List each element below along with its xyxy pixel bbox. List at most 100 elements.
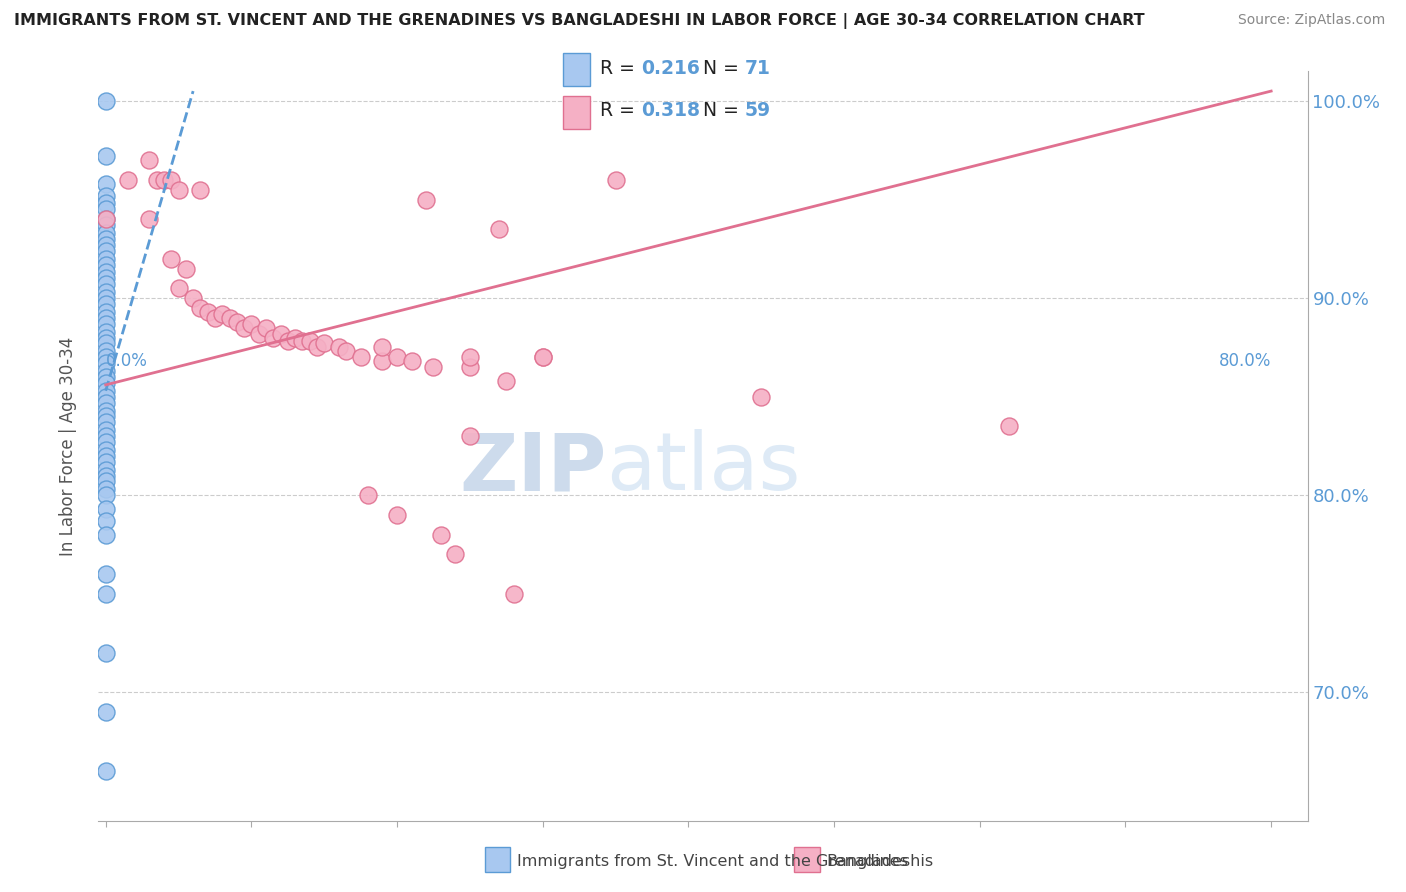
Text: 0.0%: 0.0% <box>105 352 148 370</box>
Text: 80.0%: 80.0% <box>1219 352 1271 370</box>
Point <box>181 291 204 305</box>
Point <box>94 356 117 370</box>
Point <box>94 423 117 437</box>
Point <box>94 265 117 279</box>
Point <box>94 468 117 483</box>
Point <box>357 488 380 502</box>
Point <box>502 587 524 601</box>
Point <box>94 196 117 211</box>
Point <box>94 305 117 319</box>
Point <box>94 429 117 443</box>
Point <box>167 281 190 295</box>
Point <box>94 212 117 227</box>
Point <box>385 351 408 365</box>
Point <box>94 94 117 108</box>
Point <box>94 567 117 582</box>
Point <box>174 261 197 276</box>
Point <box>94 475 117 489</box>
Point <box>94 488 117 502</box>
Point <box>190 301 212 315</box>
Text: Bangladeshis: Bangladeshis <box>827 855 934 869</box>
Point <box>94 310 117 325</box>
Point <box>495 374 517 388</box>
Point <box>160 252 183 266</box>
Point <box>371 340 394 354</box>
Point <box>94 238 117 252</box>
Point <box>94 325 117 339</box>
Point <box>94 705 117 719</box>
Text: 0.216: 0.216 <box>641 59 700 78</box>
Point <box>94 177 117 191</box>
Point <box>291 334 314 349</box>
Point <box>94 271 117 285</box>
Point <box>94 344 117 359</box>
Point <box>94 244 117 258</box>
Point <box>190 183 212 197</box>
Point <box>94 285 117 300</box>
Point <box>284 330 307 344</box>
Point <box>270 326 292 341</box>
Point <box>415 193 437 207</box>
Point <box>749 390 772 404</box>
Text: Immigrants from St. Vincent and the Grenadines: Immigrants from St. Vincent and the Gren… <box>517 855 908 869</box>
FancyBboxPatch shape <box>562 53 591 86</box>
Point <box>94 317 117 331</box>
Point <box>335 344 357 359</box>
Point <box>350 351 373 365</box>
Text: 71: 71 <box>745 59 770 78</box>
Point <box>167 183 190 197</box>
Y-axis label: In Labor Force | Age 30-34: In Labor Force | Age 30-34 <box>59 336 77 556</box>
Point <box>605 173 627 187</box>
Point <box>94 514 117 528</box>
Point <box>94 384 117 398</box>
Point <box>254 320 277 334</box>
Text: ZIP: ZIP <box>458 429 606 508</box>
Point <box>94 336 117 351</box>
Point <box>117 173 139 187</box>
Point <box>94 390 117 404</box>
Point <box>262 330 284 344</box>
Point <box>94 330 117 344</box>
Point <box>94 764 117 779</box>
Point <box>458 429 481 443</box>
Text: R =: R = <box>599 59 641 78</box>
Point <box>225 315 247 329</box>
Point <box>138 212 160 227</box>
Point <box>94 252 117 266</box>
Point <box>429 527 451 541</box>
Point <box>94 277 117 292</box>
Point <box>444 548 467 562</box>
Point <box>94 463 117 477</box>
Text: N =: N = <box>703 59 745 78</box>
Point <box>401 354 423 368</box>
Point <box>94 149 117 163</box>
Point <box>314 336 336 351</box>
Point <box>197 305 219 319</box>
Point <box>531 351 554 365</box>
Point <box>385 508 408 522</box>
Text: N =: N = <box>703 101 745 120</box>
Point <box>94 409 117 424</box>
Point <box>305 340 328 354</box>
Point <box>94 188 117 202</box>
Point <box>94 364 117 378</box>
Point <box>488 222 510 236</box>
Point <box>233 320 256 334</box>
Point <box>160 173 183 187</box>
Text: Source: ZipAtlas.com: Source: ZipAtlas.com <box>1237 13 1385 28</box>
Point <box>458 351 481 365</box>
Point <box>153 173 176 187</box>
FancyBboxPatch shape <box>562 96 591 129</box>
Point <box>94 587 117 601</box>
Point <box>94 415 117 429</box>
Point <box>247 326 270 341</box>
Point <box>94 502 117 516</box>
Text: IMMIGRANTS FROM ST. VINCENT AND THE GRENADINES VS BANGLADESHI IN LABOR FORCE | A: IMMIGRANTS FROM ST. VINCENT AND THE GREN… <box>14 13 1144 29</box>
Point <box>94 483 117 497</box>
Point <box>145 173 167 187</box>
Point <box>211 307 233 321</box>
Text: R =: R = <box>599 101 641 120</box>
Point <box>94 370 117 384</box>
Point <box>94 395 117 409</box>
Point <box>94 376 117 390</box>
